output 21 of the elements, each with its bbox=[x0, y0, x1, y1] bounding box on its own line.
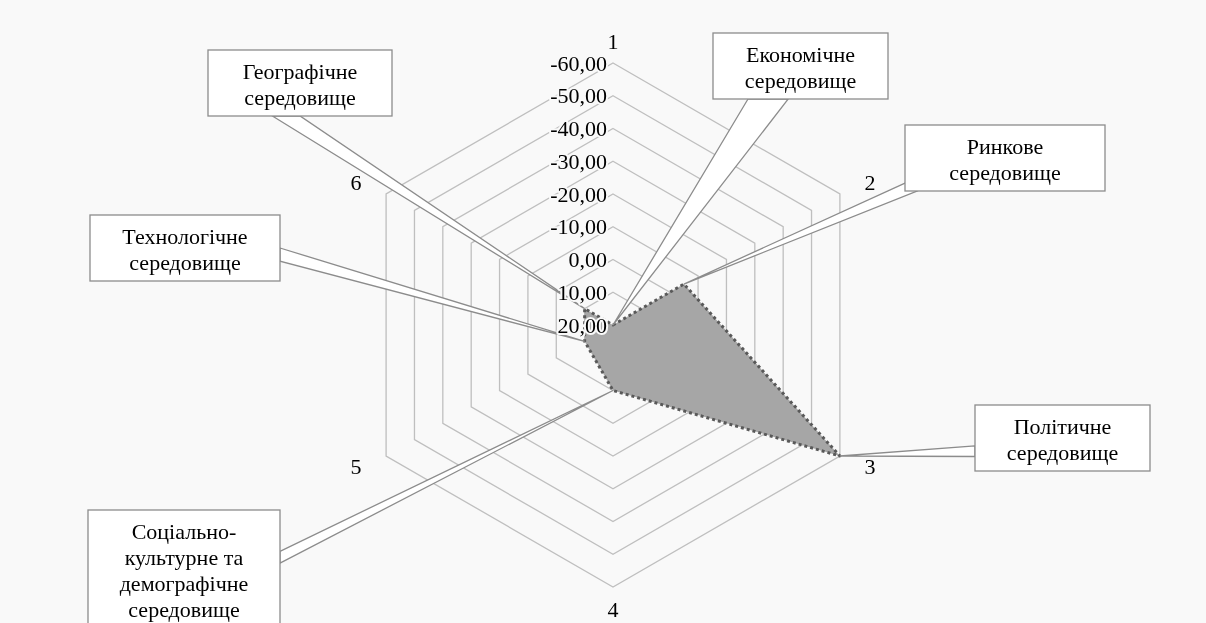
spoke-label: 5 bbox=[350, 453, 362, 479]
spoke-label: 6 bbox=[350, 169, 362, 195]
text: Географічне середовище bbox=[242, 59, 358, 110]
y-tick-label: -60,00 bbox=[550, 50, 607, 76]
text: Соціально- культурне та демографічне середовище bbox=[119, 519, 249, 622]
y-tick-label: -20,00 bbox=[550, 181, 607, 207]
y-tick-label: -10,00 bbox=[550, 214, 607, 240]
spoke-label: 2 bbox=[864, 169, 876, 195]
y-tick-label: 0,00 bbox=[568, 247, 607, 273]
spoke-label: 3 bbox=[864, 453, 876, 479]
text: Технологічне середовище bbox=[122, 224, 248, 275]
y-tick-label: 10,00 bbox=[557, 279, 607, 305]
y-tick-label: -30,00 bbox=[550, 148, 607, 174]
spoke-label: 1 bbox=[607, 28, 619, 54]
y-tick-label: -50,00 bbox=[550, 83, 607, 109]
spoke-label: 4 bbox=[607, 596, 619, 622]
y-tick-label: 20,00 bbox=[557, 312, 607, 338]
text: Політичне середовище bbox=[1006, 414, 1119, 465]
text: Ринкове середовище bbox=[949, 134, 1061, 185]
text: Економічне середовище bbox=[744, 42, 857, 93]
y-tick-label: -40,00 bbox=[550, 116, 607, 142]
